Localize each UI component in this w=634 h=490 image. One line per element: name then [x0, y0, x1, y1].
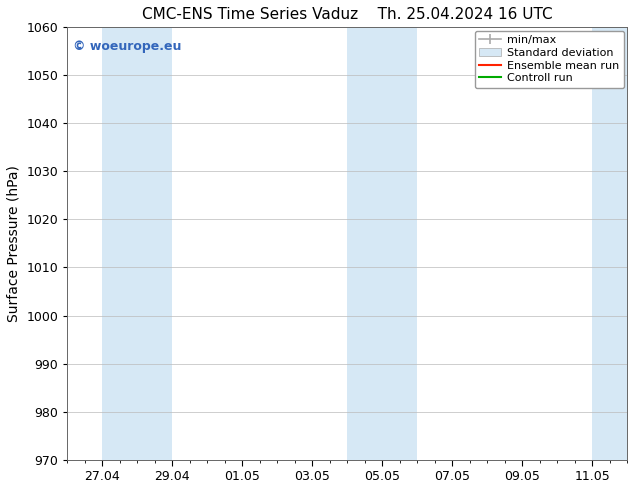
Bar — [592, 27, 627, 460]
Legend: min/max, Standard deviation, Ensemble mean run, Controll run: min/max, Standard deviation, Ensemble me… — [475, 30, 624, 88]
Title: CMC-ENS Time Series Vaduz    Th. 25.04.2024 16 UTC: CMC-ENS Time Series Vaduz Th. 25.04.2024… — [142, 7, 553, 22]
Bar — [347, 27, 417, 460]
Text: © woeurope.eu: © woeurope.eu — [73, 40, 181, 53]
Y-axis label: Surface Pressure (hPa): Surface Pressure (hPa) — [7, 165, 21, 322]
Bar — [102, 27, 172, 460]
